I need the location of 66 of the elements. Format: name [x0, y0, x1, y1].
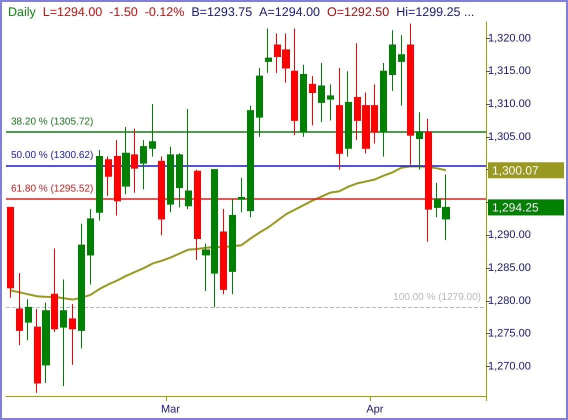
ref-line-label: 61.80 % (1295.52) [11, 184, 94, 195]
candlestick [34, 308, 41, 394]
ref-line-label: 50.00 % (1300.62) [11, 150, 94, 162]
candlestick [42, 302, 50, 384]
y-tick-label: 1,280.00 [488, 294, 531, 307]
candlestick [140, 140, 147, 190]
candlestick [229, 198, 236, 295]
candlestick [194, 169, 201, 260]
y-tick-label: 1,270.00 [488, 360, 531, 372]
ref-line-label: 38.20 % (1305.72) [11, 116, 94, 128]
y-tick-label: 1,320.00 [488, 32, 531, 44]
candlestick [291, 28, 298, 136]
candlestick [131, 128, 138, 194]
text: -0.12% [144, 5, 184, 19]
text: 1,294.25 [492, 200, 540, 214]
candlestick [78, 223, 85, 349]
text: Hi=1299.25 ... [396, 5, 474, 19]
candlestick [149, 104, 156, 158]
candlestick [158, 156, 165, 236]
x-tick-label: Apr [366, 404, 384, 416]
candlestick [265, 28, 272, 74]
candlestick [51, 248, 58, 333]
y-tick-label: 1,305.00 [488, 130, 531, 143]
candlestick [185, 108, 192, 210]
candlestick [425, 118, 432, 242]
text: 1,300.07 [492, 163, 540, 178]
text: L=1294.00 [42, 5, 102, 19]
candlestick [16, 272, 23, 346]
ref-line-label: 100.00 % (1279.00) [393, 292, 481, 303]
candlestick [247, 105, 254, 218]
candlestick [25, 298, 32, 341]
candlestick [220, 208, 227, 295]
candlestick [345, 70, 352, 158]
candlestick [327, 84, 334, 121]
candlestick [416, 112, 423, 170]
candlestick [407, 23, 414, 166]
text: A=1294.00 [259, 5, 320, 19]
candlestick [96, 149, 103, 221]
candlestick [114, 140, 121, 216]
candlestick [300, 64, 307, 138]
candlestick [398, 34, 405, 106]
y-tick-label: 1,285.00 [488, 262, 531, 274]
candlestick [167, 146, 174, 213]
candlestick [105, 156, 112, 196]
candlestick [69, 304, 76, 366]
y-tick-label: 1,290.00 [488, 229, 531, 242]
candlestick [7, 206, 14, 298]
x-tick-label: Mar [160, 404, 180, 416]
candlestick [256, 67, 263, 138]
text: -1.50 [109, 5, 138, 19]
candlestick [380, 62, 387, 158]
candlestick [238, 177, 245, 213]
y-tick-label: 1,275.00 [488, 328, 531, 340]
candlestick [122, 126, 130, 195]
text: B=1293.75 [191, 5, 252, 19]
candlestick [389, 30, 396, 92]
candlestick [309, 76, 316, 126]
candlestick [318, 62, 325, 123]
candlestick [87, 208, 94, 285]
candlestick [176, 152, 183, 208]
candlestick [336, 67, 343, 170]
text: O=1292.50 [327, 5, 390, 19]
y-tick-label: 1,315.00 [488, 65, 531, 78]
y-tick-label: 1,310.00 [488, 98, 531, 110]
chart-title: Daily [8, 5, 36, 19]
candlestick [60, 279, 67, 387]
